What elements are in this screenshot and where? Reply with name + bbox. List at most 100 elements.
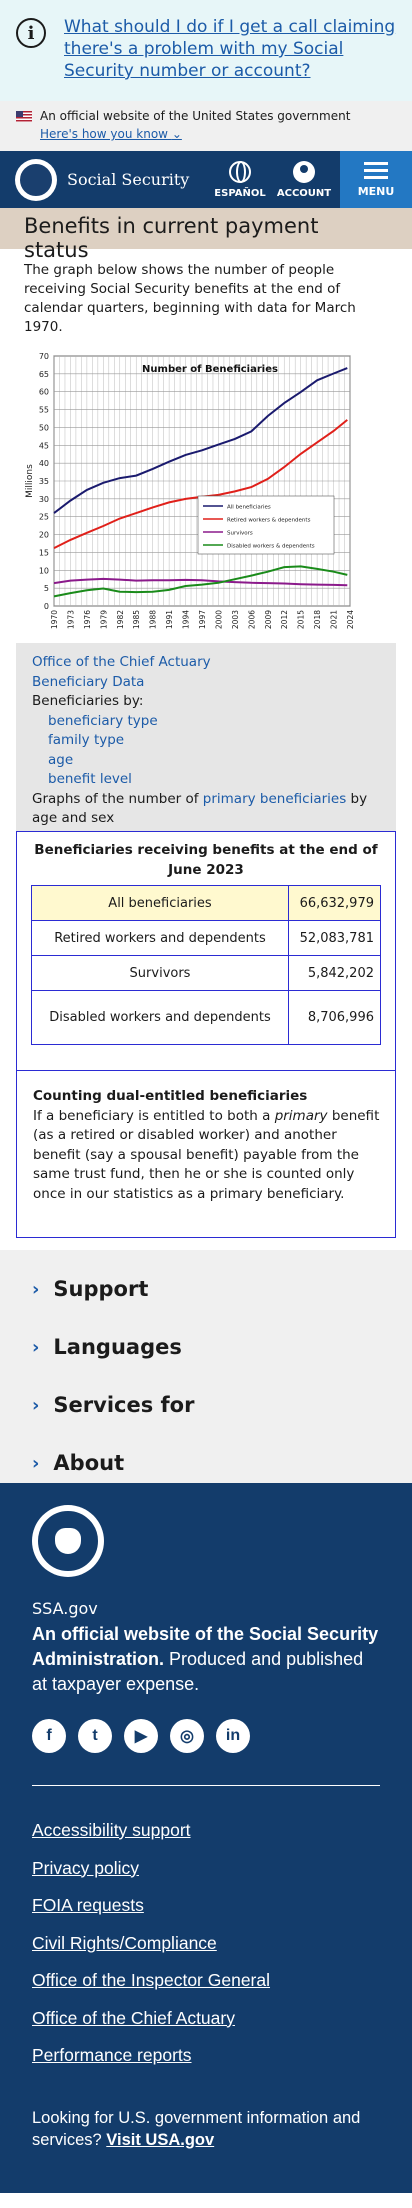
y-tick-label: 15: [39, 548, 49, 557]
scam-alert: i What should I do if I get a call claim…: [0, 0, 412, 101]
language-button[interactable]: ESPAÑOL: [208, 151, 272, 208]
scam-alert-link[interactable]: What should I do if I get a call claimin…: [64, 17, 396, 81]
series-line: [53, 367, 348, 514]
beneficiaries-by-label: Beneficiaries by:: [32, 693, 144, 709]
y-tick-label: 5: [44, 584, 49, 593]
footer-accordions: › Support › Languages › Services for › About: [0, 1250, 412, 1483]
y-tick-label: 35: [39, 477, 49, 486]
x-tick-label: 1991: [165, 610, 174, 629]
intro-text: The graph below shows the number of peop…: [24, 262, 356, 335]
table-row: Survivors 5,842,202: [31, 955, 381, 991]
series-line: [53, 565, 348, 598]
dual-heading: Counting dual-entitled beneficiaries: [33, 1088, 308, 1104]
twitter-icon[interactable]: t: [78, 1719, 112, 1753]
ssa-seal-icon: [32, 1505, 104, 1577]
accordion-support[interactable]: › Support: [32, 1277, 149, 1301]
x-tick-label: 1970: [50, 610, 59, 629]
x-tick-label: 1976: [83, 610, 92, 629]
linkedin-icon[interactable]: in: [216, 1719, 250, 1753]
footer-links: Accessibility support Privacy policy FOI…: [32, 1820, 380, 2083]
legend-label: Retired workers & dependents: [227, 518, 311, 524]
social-links: f t ▶ ◎ in: [32, 1719, 380, 1753]
y-tick-label: 30: [39, 495, 49, 504]
chevron-right-icon: ›: [32, 1336, 40, 1358]
spacer: [0, 1238, 412, 1250]
privacy-link[interactable]: Privacy policy: [32, 1857, 139, 1878]
x-tick-label: 2009: [264, 610, 273, 629]
performance-reports-link[interactable]: Performance reports: [32, 2045, 192, 2065]
x-tick-label: 1985: [132, 610, 141, 629]
how-you-know-link[interactable]: Here's how you know ⌄: [40, 127, 182, 141]
row-label: Disabled workers and dependents: [31, 990, 289, 1045]
graphs-text: Graphs of the number of primary benefici…: [32, 790, 368, 827]
dual-entitled-box: Counting dual-entitled beneficiaries If …: [16, 1071, 396, 1238]
info-icon: i: [16, 18, 46, 48]
site-brand[interactable]: Social Security: [67, 170, 190, 189]
row-value: 5,842,202: [288, 955, 381, 991]
civil-rights-link[interactable]: Civil Rights/Compliance: [32, 1932, 217, 1953]
row-value: 66,632,979: [288, 885, 381, 921]
accordion-about[interactable]: › About: [32, 1451, 125, 1475]
ssa-logo-icon[interactable]: [15, 158, 57, 201]
accordion-languages[interactable]: › Languages: [32, 1335, 182, 1359]
chief-actuary-footer-link[interactable]: Office of the Chief Actuary: [32, 2007, 235, 2028]
x-tick-label: 2018: [313, 610, 322, 629]
x-tick-label: 2000: [214, 610, 223, 629]
age-link[interactable]: age: [48, 751, 74, 768]
table-row: Retired workers and dependents 52,083,78…: [31, 920, 381, 956]
x-tick-label: 2015: [297, 610, 306, 629]
y-tick-label: 20: [39, 531, 49, 540]
page-title: Benefits in current payment status: [0, 208, 412, 262]
account-button[interactable]: ACCOUNT: [272, 151, 336, 208]
beneficiary-data-link[interactable]: Beneficiary Data: [32, 673, 145, 690]
y-axis-label: Millions: [25, 464, 35, 498]
series-line: [53, 577, 348, 587]
accessibility-link[interactable]: Accessibility support: [32, 1820, 191, 1840]
chevron-right-icon: ›: [32, 1278, 40, 1300]
y-tick-label: 65: [39, 370, 49, 379]
row-label: Survivors: [31, 955, 289, 991]
site-header: Social Security ESPAÑOL ACCOUNT MENU: [0, 151, 412, 208]
beneficiaries-table-box: Beneficiaries receiving benefits at the …: [16, 831, 396, 1071]
y-tick-label: 40: [39, 459, 49, 468]
legend-label: Survivors: [227, 531, 253, 537]
instagram-icon[interactable]: ◎: [170, 1719, 204, 1753]
family-type-link[interactable]: family type: [48, 732, 125, 748]
gov-banner-text: An official website of the United States…: [40, 109, 351, 123]
y-tick-label: 10: [39, 566, 49, 575]
hamburger-icon: [364, 161, 388, 179]
menu-button[interactable]: MENU: [340, 151, 412, 208]
row-value: 52,083,781: [288, 920, 381, 956]
us-flag-icon: [16, 110, 32, 122]
x-tick-label: 1997: [198, 610, 207, 629]
x-tick-label: 1979: [99, 610, 108, 629]
x-tick-label: 2012: [280, 610, 289, 629]
accordion-services-for[interactable]: › Services for: [32, 1393, 195, 1417]
usagov-link[interactable]: Visit USA.gov: [106, 2130, 215, 2149]
x-tick-label: 1973: [66, 610, 75, 629]
beneficiaries-chart: 0 5 10 15 20 25 30 35 40 45 50 55 60 65 70 1970 1973 1976…: [0, 348, 412, 643]
benefit-level-link[interactable]: benefit level: [48, 771, 132, 787]
y-tick-label: 0: [44, 602, 49, 611]
table-row: All beneficiaries 66,632,979: [31, 885, 381, 921]
foia-link[interactable]: FOIA requests: [32, 1895, 144, 1915]
y-tick-label: 25: [39, 513, 49, 522]
inspector-general-link[interactable]: Office of the Inspector General: [32, 1970, 271, 1990]
facebook-icon[interactable]: f: [32, 1719, 66, 1753]
chief-actuary-link[interactable]: Office of the Chief Actuary: [32, 654, 211, 670]
dual-text: If a beneficiary is entitled to both a p…: [33, 1107, 380, 1202]
usagov-text: Looking for U.S. government information …: [32, 2108, 361, 2149]
primary-beneficiaries-link[interactable]: primary beneficiaries: [202, 790, 347, 807]
links-panel: Office of the Chief Actuary Beneficiary …: [16, 643, 396, 831]
x-tick-label: 2006: [247, 610, 256, 629]
youtube-icon[interactable]: ▶: [124, 1719, 158, 1753]
y-tick-label: 50: [39, 423, 49, 432]
ssagov-label: SSA.gov: [32, 1599, 98, 1618]
table-row: Disabled workers and dependents 8,706,99…: [31, 990, 381, 1045]
beneficiary-type-link[interactable]: beneficiary type: [48, 712, 158, 729]
row-label: Retired workers and dependents: [31, 920, 289, 956]
y-tick-label: 60: [39, 388, 49, 397]
legend-label: Disabled workers & dependents: [227, 544, 315, 550]
account-icon: [293, 160, 315, 183]
footer-divider: [32, 1785, 380, 1786]
